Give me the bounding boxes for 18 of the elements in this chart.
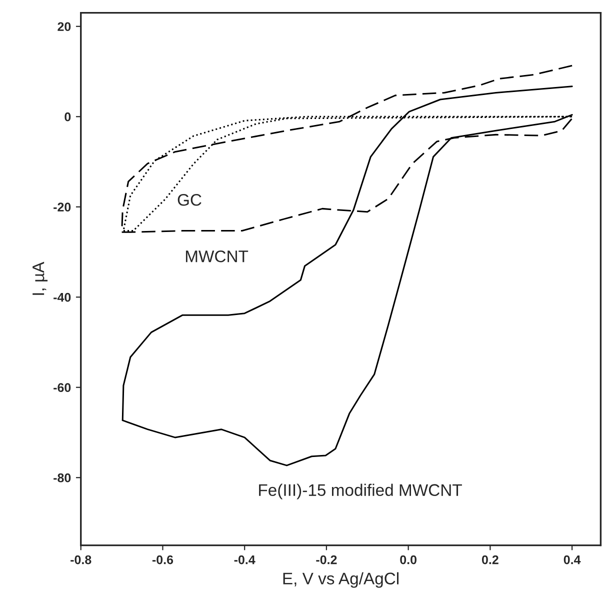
x-tick-label: -0.6 (152, 555, 174, 564)
annotation: Fe(III)-15 modified MWCNT (259, 484, 462, 500)
y-tick-label: 20 (58, 22, 71, 32)
y-tick-label: -20 (54, 202, 71, 212)
x-tick-label: 0.4 (564, 555, 581, 564)
y-axis-title: I, µA (32, 262, 48, 295)
annotation: GC (178, 194, 202, 206)
y-tick-label: -80 (54, 473, 71, 482)
x-tick-label: 0.0 (400, 555, 416, 564)
x-tick-label: -0.4 (234, 555, 256, 564)
x-tick-label: -0.2 (316, 555, 337, 564)
y-tick-label: -40 (54, 292, 71, 302)
y-tick-label: 0 (64, 112, 71, 122)
annotation: MWCNT (186, 250, 248, 262)
x-tick-label: 0.2 (482, 555, 498, 564)
x-axis-title: E, V vs Ag/AgCl (283, 572, 398, 588)
y-tick-label: -60 (54, 383, 71, 392)
x-tick-label: -0.8 (70, 555, 92, 564)
